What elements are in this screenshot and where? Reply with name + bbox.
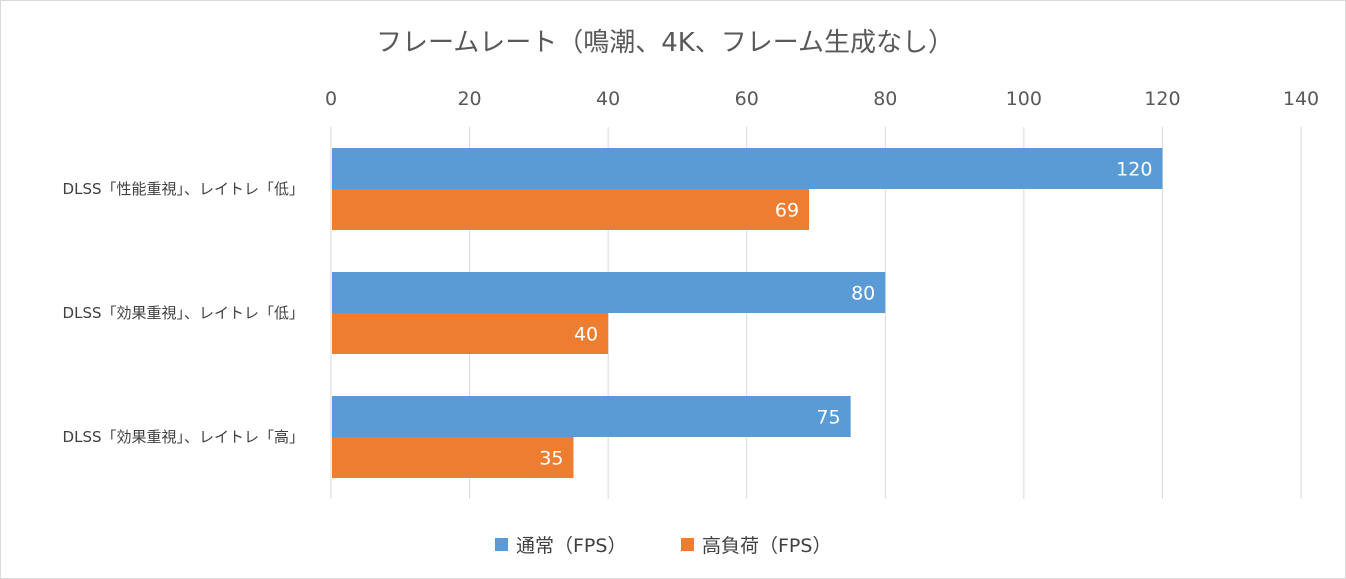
x-tick-label: 40	[596, 88, 620, 110]
data-label: 120	[1116, 159, 1152, 181]
x-tick-label: 140	[1283, 88, 1319, 110]
x-tick-label: 0	[325, 88, 337, 110]
data-label: 75	[816, 407, 840, 429]
data-label: 35	[539, 448, 563, 470]
x-tick-label: 20	[457, 88, 481, 110]
legend-label: 通常（FPS）	[516, 535, 626, 557]
category-label: DLSS「効果重視」、レイトレ「低」	[63, 304, 304, 322]
bar-high-load	[332, 313, 609, 354]
bar-high-load	[332, 189, 810, 230]
data-label: 40	[574, 324, 598, 346]
x-tick-label: 100	[1006, 88, 1042, 110]
data-label: 80	[851, 283, 875, 305]
y-axis-category-labels: DLSS「性能重視」、レイトレ「低」 DLSS「効果重視」、レイトレ「低」 DLSS…	[63, 180, 304, 446]
x-tick-label: 120	[1144, 88, 1180, 110]
bar-high-load	[332, 437, 574, 478]
x-tick-label: 60	[735, 88, 759, 110]
legend: 通常（FPS） 高負荷（FPS）	[495, 535, 831, 557]
bars	[332, 148, 1163, 478]
legend-label: 高負荷（FPS）	[702, 535, 831, 557]
x-tick-label: 80	[873, 88, 897, 110]
bar-normal	[332, 148, 1163, 189]
legend-swatch	[681, 538, 694, 551]
x-axis-tick-labels: 0 20 40 60 80 100 120 140	[325, 88, 1319, 110]
chart-title: フレームレート（鳴潮、4K、フレーム生成なし）	[376, 28, 954, 58]
bar-normal	[332, 396, 851, 437]
legend-swatch	[495, 538, 508, 551]
category-label: DLSS「効果重視」、レイトレ「高」	[63, 428, 304, 446]
data-labels: 120 69 80 40 75 35	[539, 159, 1152, 470]
category-label: DLSS「性能重視」、レイトレ「低」	[63, 180, 304, 198]
data-label: 69	[775, 200, 799, 222]
bar-normal	[332, 272, 886, 313]
